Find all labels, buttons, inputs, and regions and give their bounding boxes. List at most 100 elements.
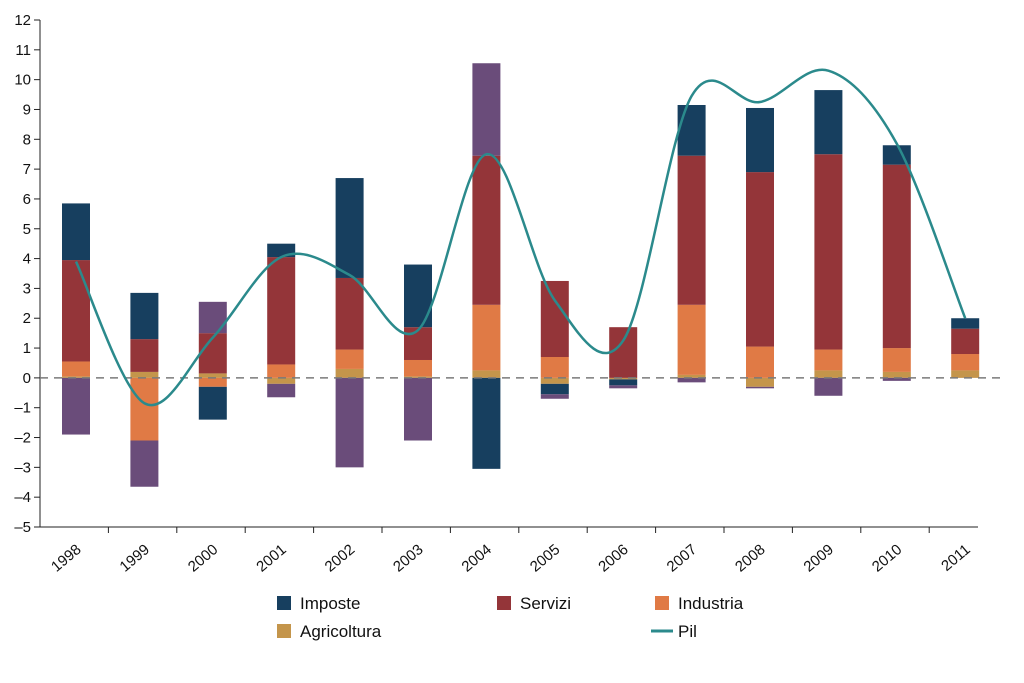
bar-group-2011	[951, 318, 980, 378]
bar-segment-imposte-2005	[540, 383, 569, 395]
legend-item-industria: Industria	[655, 594, 744, 613]
bar-segment-residuo-2008	[746, 386, 774, 389]
bars-layer	[40, 63, 1000, 487]
x-tick-label: 2010	[869, 541, 905, 575]
y-tick-label: –4	[14, 489, 31, 506]
y-tick-label: 10	[14, 72, 31, 89]
bar-segment-residuo-2005	[540, 394, 569, 399]
bar-segment-agricoltura-2005	[540, 377, 569, 384]
bar-segment-residuo-2002	[335, 377, 364, 468]
y-tick-label: 8	[23, 131, 31, 148]
bar-segment-imposte-2009	[814, 90, 843, 155]
bar-segment-agricoltura-2009	[814, 370, 843, 378]
bar-group-2004	[472, 63, 501, 469]
y-tick-label: 3	[23, 280, 31, 297]
x-tick-label: 2004	[458, 541, 494, 575]
legend-label: Imposte	[300, 594, 360, 613]
legend-swatch	[497, 596, 511, 610]
bar-segment-agricoltura-2007	[677, 374, 706, 378]
bar-segment-industria-2010	[882, 348, 911, 372]
bar-segment-industria-2011	[951, 354, 980, 371]
bar-segment-industria-2007	[677, 304, 706, 375]
legend-swatch	[655, 596, 669, 610]
y-tick-label: –1	[14, 400, 31, 417]
bar-segment-imposte-1999	[130, 292, 159, 340]
y-tick-label: 9	[23, 101, 31, 118]
bar-segment-residuo-1998	[62, 377, 90, 435]
bar-segment-servizi-2007	[677, 155, 706, 305]
bar-segment-agricoltura-2002	[335, 368, 364, 378]
bar-segment-industria-2003	[404, 359, 432, 377]
legend: Imposte Servizi Industria Agricoltura Pil	[277, 594, 744, 641]
bar-segment-servizi-2001	[267, 257, 296, 365]
bar-segment-agricoltura-2001	[267, 377, 296, 384]
bar-segment-imposte-2002	[335, 178, 364, 278]
bar-segment-imposte-2007	[677, 104, 706, 156]
bar-segment-imposte-2004	[472, 377, 501, 469]
y-tick-label: 7	[23, 161, 31, 178]
bar-group-2001	[267, 243, 296, 398]
y-tick-label: –5	[14, 519, 31, 536]
bar-segment-residuo-2001	[267, 383, 296, 398]
bar-segment-servizi-1998	[62, 260, 90, 362]
bar-segment-imposte-2006	[609, 379, 638, 386]
bar-segment-industria-2004	[472, 304, 501, 371]
y-tick-label: 2	[23, 310, 31, 327]
bar-segment-industria-2005	[540, 357, 569, 378]
bar-segment-industria-2002	[335, 349, 364, 369]
bar-segment-agricoltura-2006	[609, 377, 638, 380]
x-tick-label: 1998	[48, 541, 84, 575]
bar-segment-imposte-1998	[62, 203, 90, 261]
y-tick-label: 0	[23, 370, 31, 387]
bar-segment-residuo-2010	[882, 377, 911, 381]
x-tick-label: 2001	[253, 541, 289, 575]
legend-swatch	[277, 596, 291, 610]
bar-segment-residuo-2003	[404, 377, 432, 441]
x-tick-label: 2000	[185, 541, 221, 575]
x-tick-label: 2009	[800, 541, 836, 575]
x-tick-label: 2005	[527, 541, 563, 575]
bar-segment-residuo-2009	[814, 377, 843, 396]
bar-segment-industria-1999	[130, 377, 159, 441]
bar-segment-industria-1998	[62, 361, 90, 377]
bar-segment-industria-2000	[198, 377, 227, 387]
bar-segment-imposte-2003	[404, 264, 432, 328]
bar-segment-residuo-1999	[130, 440, 159, 487]
bar-segment-industria-2001	[267, 364, 296, 378]
bar-segment-agricoltura-2004	[472, 370, 501, 378]
x-tick-label: 2011	[938, 541, 974, 575]
bar-segment-servizi-2010	[882, 164, 911, 349]
y-tick-label: –3	[14, 459, 31, 476]
bar-group-2010	[882, 145, 911, 381]
legend-item-servizi: Servizi	[497, 594, 571, 613]
bar-segment-agricoltura-2011	[951, 370, 980, 378]
bar-segment-servizi-2008	[746, 172, 774, 347]
legend-item-imposte: Imposte	[277, 594, 360, 613]
x-tick-label: 2007	[664, 541, 700, 575]
bar-segment-servizi-2000	[198, 333, 227, 374]
y-tick-label: 5	[23, 221, 31, 238]
x-tick-label: 2002	[322, 541, 358, 575]
bar-segment-residuo-2004	[472, 63, 501, 156]
bar-group-2009	[814, 90, 843, 396]
bar-segment-imposte-2000	[198, 386, 227, 420]
bar-group-2000	[198, 301, 227, 420]
legend-item-agricoltura: Agricoltura	[277, 622, 382, 641]
bar-segment-agricoltura-1999	[130, 371, 159, 378]
bar-group-2006	[609, 327, 638, 389]
x-tick-label: 2008	[732, 541, 768, 575]
bar-group-2002	[335, 178, 364, 468]
y-tick-label: 4	[23, 251, 31, 268]
bar-group-1998	[62, 203, 90, 435]
bar-segment-servizi-2003	[404, 327, 432, 360]
bar-segment-industria-2008	[746, 346, 774, 378]
bar-segment-servizi-2006	[609, 327, 638, 378]
bar-segment-servizi-1999	[130, 339, 159, 372]
bar-segment-residuo-2007	[677, 377, 706, 383]
bar-segment-servizi-2005	[540, 280, 569, 358]
legend-item-pil: Pil	[651, 622, 697, 641]
bar-group-2007	[677, 104, 706, 383]
bar-segment-servizi-2002	[335, 277, 364, 350]
legend-label: Industria	[678, 594, 744, 613]
